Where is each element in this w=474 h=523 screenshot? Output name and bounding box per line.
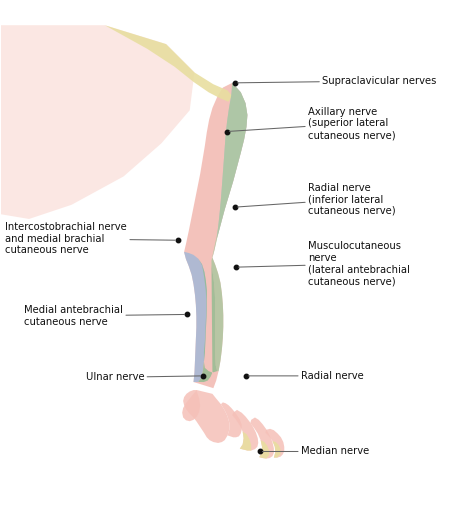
- Text: Supraclavicular nerves: Supraclavicular nerves: [237, 76, 437, 86]
- Polygon shape: [232, 410, 258, 450]
- Polygon shape: [273, 441, 281, 458]
- Polygon shape: [0, 25, 194, 219]
- Polygon shape: [184, 252, 207, 382]
- Polygon shape: [211, 83, 247, 371]
- Text: Median nerve: Median nerve: [263, 447, 369, 457]
- Polygon shape: [184, 83, 247, 388]
- Polygon shape: [105, 25, 232, 102]
- Polygon shape: [198, 259, 217, 382]
- Text: Medial antebrachial
cutaneous nerve: Medial antebrachial cutaneous nerve: [24, 305, 184, 327]
- Text: Radial nerve
(inferior lateral
cutaneous nerve): Radial nerve (inferior lateral cutaneous…: [237, 183, 395, 215]
- Text: Ulnar nerve: Ulnar nerve: [86, 372, 200, 382]
- Text: Axillary nerve
(superior lateral
cutaneous nerve): Axillary nerve (superior lateral cutaneo…: [229, 107, 395, 140]
- Text: Intercostobrachial nerve
and medial brachial
cutaneous nerve: Intercostobrachial nerve and medial brac…: [5, 222, 175, 255]
- Polygon shape: [259, 440, 269, 459]
- Polygon shape: [183, 390, 229, 443]
- Polygon shape: [240, 431, 251, 450]
- Polygon shape: [182, 390, 200, 421]
- Polygon shape: [217, 83, 247, 238]
- Polygon shape: [265, 429, 284, 458]
- Text: Radial nerve: Radial nerve: [248, 371, 364, 381]
- Polygon shape: [250, 417, 274, 459]
- Text: Musculocutaneous
nerve
(lateral antebrachial
cutaneous nerve): Musculocutaneous nerve (lateral antebrac…: [238, 242, 410, 286]
- Polygon shape: [221, 402, 242, 437]
